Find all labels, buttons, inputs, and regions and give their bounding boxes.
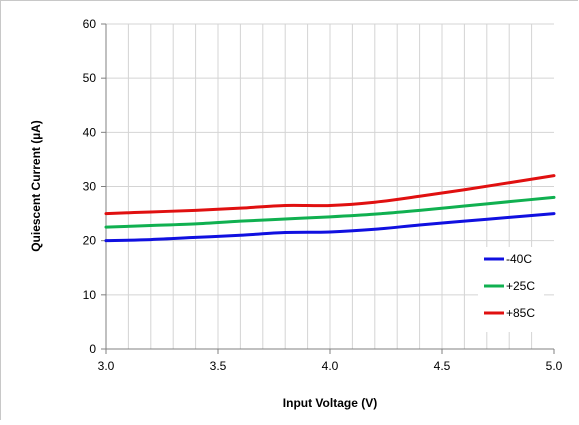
- series-lines: [104, 174, 556, 243]
- y-tick-label: 40: [83, 125, 97, 139]
- legend-label: +25C: [506, 279, 535, 293]
- y-tick-label: 0: [89, 342, 96, 356]
- legend-label: +85C: [506, 306, 535, 320]
- y-tick-label: 60: [83, 17, 97, 31]
- x-tick-label: 4.0: [322, 359, 339, 373]
- y-tick-label: 10: [83, 288, 97, 302]
- y-tick-label: 20: [83, 234, 97, 248]
- legend-label: -40C: [506, 252, 532, 266]
- legend-box: [478, 247, 544, 332]
- x-axis-title: Input Voltage (V): [283, 396, 377, 410]
- series-line-1: [104, 195, 556, 229]
- x-tick-label: 3.5: [210, 359, 227, 373]
- legend: -40C +25C +85C: [478, 247, 544, 332]
- y-axis-title: Quiescent Current (µA): [29, 120, 43, 252]
- x-tick-label: 3.0: [98, 359, 115, 373]
- x-tick-label: 5.0: [546, 359, 563, 373]
- series-line-2: [104, 174, 556, 216]
- y-tick-label: 30: [83, 180, 97, 194]
- y-tick-label: 50: [83, 71, 97, 85]
- series-line-0: [104, 212, 556, 243]
- axes: 0 10 20 30 40 50 60 3.0 3.5 4.0 4.5 5.0: [83, 17, 563, 373]
- x-tick-label: 4.5: [434, 359, 451, 373]
